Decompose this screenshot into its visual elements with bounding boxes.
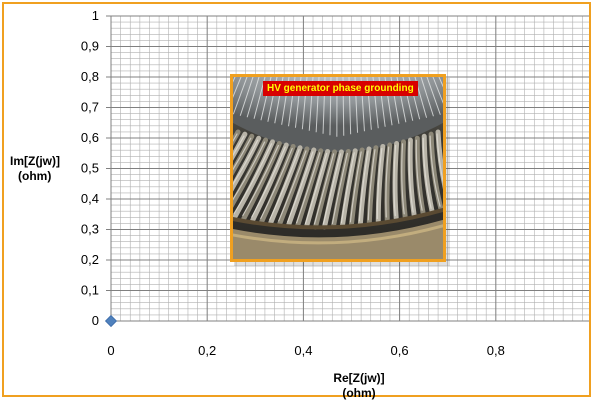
y-axis-title-line2: (ohm) (18, 169, 52, 183)
winding-highlight (385, 146, 390, 218)
winding-highlight (260, 147, 293, 220)
y-tick-label: 0,8 (81, 69, 99, 84)
winding-highlight (436, 133, 443, 184)
inset-photo: HV generator phase grounding (230, 74, 446, 262)
winding-coil (357, 146, 372, 227)
winding-highlight (422, 137, 432, 209)
data-point-marker (104, 314, 118, 328)
winding-highlight (233, 137, 252, 171)
y-tick-label: 0,9 (81, 39, 99, 54)
winding-highlight (429, 135, 441, 207)
winding-coil (384, 142, 393, 223)
winding-highlight (295, 152, 321, 224)
winding-highlight (349, 151, 362, 223)
y-tick-label: 0,6 (81, 130, 99, 145)
winding-highlight (313, 153, 335, 225)
winding-highlight (331, 152, 348, 225)
y-tick-label: 1 (92, 8, 99, 23)
winding-highlight (251, 146, 286, 218)
inset-caption: HV generator phase grounding (263, 81, 418, 96)
y-tick-label: 0,4 (81, 191, 99, 206)
winding-highlight (376, 147, 383, 220)
winding-coil (366, 145, 379, 226)
y-tick-label: 0,7 (81, 100, 99, 115)
winding-highlight (287, 151, 314, 223)
data-points (104, 314, 118, 328)
y-tick-label: 0,2 (81, 252, 99, 267)
winding-coil (375, 143, 386, 224)
lamination-line (438, 77, 443, 88)
winding-highlight (242, 144, 279, 217)
winding-highlight (322, 153, 342, 225)
winding-highlight (408, 141, 414, 213)
y-axis-title-line1: Im[Z(jw)] (10, 154, 60, 168)
winding-highlight (233, 141, 266, 201)
winding-coil (400, 139, 408, 220)
x-tick-label: 0,6 (391, 343, 409, 358)
winding-coil (348, 147, 365, 228)
winding-highlight (233, 139, 259, 186)
winding-highlight (401, 143, 405, 215)
chart-frame: 0 0,1 0,2 0,3 0,4 0,5 0,6 0,7 0,8 0,9 1 0 0,2 0,4 0,6… (2, 2, 591, 400)
winding-highlight (304, 152, 328, 225)
winding-highlight (269, 149, 300, 221)
stator-winding-image (233, 77, 443, 259)
winding-highlight (278, 150, 307, 222)
x-tick-label: 0,2 (198, 343, 216, 358)
y-axis-title: Im[Z(jw)] (ohm) (10, 154, 100, 184)
x-tick-label: 0,4 (294, 343, 312, 358)
lamination-line (426, 77, 441, 115)
winding-highlight (340, 152, 355, 224)
winding-highlight (393, 144, 397, 217)
lamination-line (239, 77, 254, 116)
winding-highlight (415, 139, 423, 211)
winding-coil (435, 129, 443, 190)
x-tick-label: 0,8 (487, 343, 505, 358)
x-tick-labels: 0 0,2 0,4 0,6 0,8 1 (107, 343, 589, 358)
winding-highlight (233, 135, 245, 157)
lamination-line (233, 77, 248, 115)
winding-coil (407, 137, 417, 218)
x-tick-label: 0 (107, 343, 114, 358)
lamination-line (246, 77, 260, 118)
y-tick-labels: 0 0,1 0,2 0,3 0,4 0,5 0,6 0,7 0,8 0,9 1 (81, 8, 99, 328)
winding-highlight (233, 143, 273, 215)
winding-coil (392, 140, 400, 221)
x-axis-title-line2: (ohm) (342, 386, 376, 400)
y-tick-label: 0,5 (81, 161, 99, 176)
lamination-line (432, 77, 443, 104)
y-tick-label: 0,3 (81, 222, 99, 237)
winding-coil (330, 148, 351, 229)
lamination-line (233, 77, 242, 98)
lamination-line (420, 77, 434, 117)
x-axis-title-line1: Re[Z(jw)] (333, 371, 385, 385)
winding-coil (339, 148, 358, 229)
y-tick-label: 0,1 (81, 283, 99, 298)
x-tick-label: 1 (588, 343, 589, 358)
x-axis-title: Re[Z(jw)] (ohm) (314, 371, 404, 401)
winding-highlight (367, 149, 376, 221)
winding-highlight (358, 150, 369, 222)
y-tick-label: 0 (92, 313, 99, 328)
